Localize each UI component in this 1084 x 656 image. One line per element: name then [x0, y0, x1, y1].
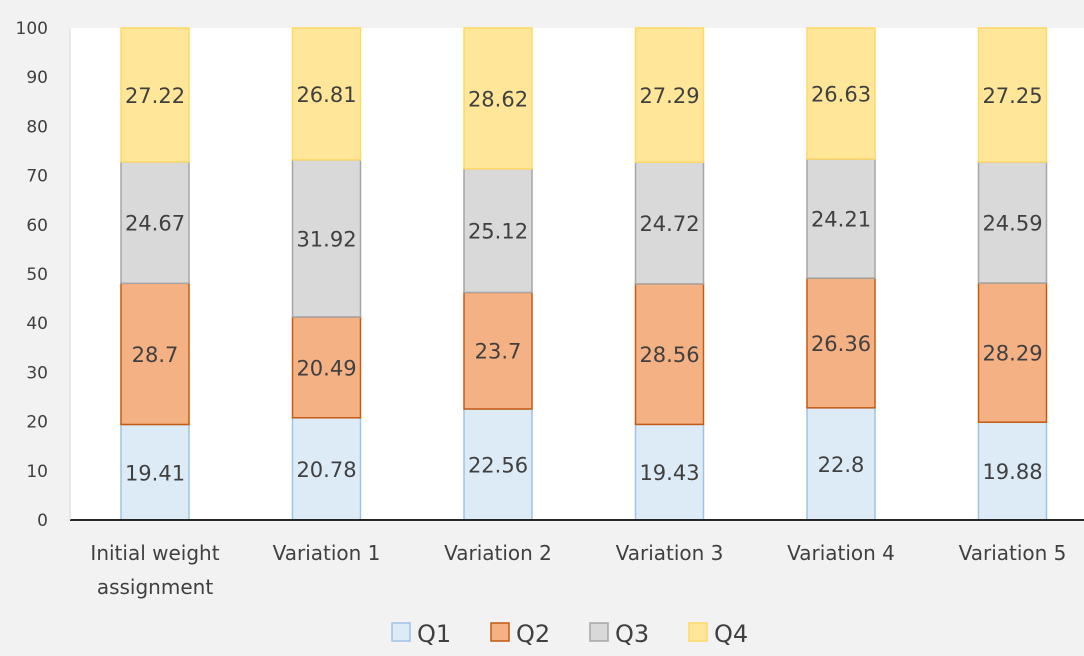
bar-segment-q4 [806, 27, 876, 160]
bar-segment-q2 [291, 316, 362, 419]
y-tick-label: 90 [26, 68, 48, 88]
x-tick-label: Variation 2 [444, 541, 552, 565]
data-label: 28.62 [468, 87, 528, 111]
legend-label-q3: Q3 [615, 620, 649, 648]
data-label: 25.12 [468, 220, 528, 244]
data-label: 27.25 [982, 84, 1042, 108]
data-label: 20.78 [296, 458, 356, 482]
data-label: 23.7 [475, 340, 522, 364]
data-label: 22.56 [468, 454, 528, 478]
legend-label-q1: Q1 [417, 620, 451, 648]
data-label: 28.29 [982, 342, 1042, 366]
bar-segment-q3 [463, 168, 533, 294]
x-tick-label: Variation 3 [616, 541, 724, 565]
legend-label-q2: Q2 [516, 620, 550, 648]
data-label: 19.43 [639, 461, 699, 485]
y-tick-label: 30 [26, 363, 48, 383]
data-label: 20.49 [296, 356, 356, 380]
bar-segment-q4 [463, 27, 533, 170]
legend-swatch-q2 [490, 622, 510, 642]
y-tick-label: 0 [37, 511, 48, 531]
x-tick-label: Variation 1 [273, 541, 381, 565]
bar-segment-q4 [120, 27, 190, 163]
data-label: 27.22 [125, 84, 185, 108]
y-axis: 0 10 20 30 40 50 60 70 80 90 100 [16, 19, 48, 531]
data-label: 26.36 [811, 332, 871, 356]
y-tick-label: 10 [26, 462, 48, 482]
y-tick-label: 100 [16, 19, 48, 39]
data-label: 26.63 [811, 83, 871, 107]
bar-segment-q3 [291, 159, 362, 318]
data-label: 26.81 [296, 83, 356, 107]
legend: Q1 Q2 Q3 Q4 [391, 620, 748, 648]
y-tick-label: 70 [26, 167, 48, 187]
x-axis: Initial weight assignment Variation 1 Varia… [69, 28, 1084, 599]
bar-segment-q4 [634, 27, 705, 164]
x-tick-label: Initial weight assignment [90, 541, 219, 599]
y-tick-label: 40 [26, 314, 48, 334]
data-label: 24.72 [639, 212, 699, 236]
bar-segment-q1 [120, 423, 190, 521]
y-tick-label: 50 [26, 265, 48, 285]
data-label: 24.59 [982, 212, 1042, 236]
data-labels: 19.41 28.7 24.67 27.22 20.78 20.49 31.92 26.81 2… [125, 83, 1043, 486]
data-label: 19.41 [125, 461, 185, 485]
x-tick-label: Variation 4 [787, 541, 895, 565]
y-tick-label: 80 [26, 117, 48, 137]
y-tick-label: 20 [26, 413, 48, 433]
legend-swatch-q4 [688, 622, 708, 642]
bar-segment-q2 [463, 291, 533, 410]
legend-swatch-q3 [589, 622, 609, 642]
legend-label-q4: Q4 [714, 620, 748, 648]
data-label: 24.21 [811, 208, 871, 232]
data-label: 22.8 [818, 453, 865, 477]
data-label: 28.7 [132, 343, 179, 367]
bars [120, 27, 1048, 521]
bar-segment-q4 [291, 27, 362, 161]
data-label: 31.92 [296, 227, 356, 251]
bar-segment-q2 [806, 277, 876, 409]
bar-segment-q3 [806, 158, 876, 279]
y-tick-label: 60 [26, 216, 48, 236]
data-label: 24.67 [125, 212, 185, 236]
x-tick-label: Variation 5 [959, 541, 1067, 565]
bar-segment-q2 [120, 282, 190, 426]
bar-segment-q1 [977, 421, 1048, 521]
data-label: 19.88 [982, 460, 1042, 484]
data-label: 28.56 [639, 343, 699, 367]
plot-area [70, 28, 1084, 520]
data-label: 27.29 [639, 84, 699, 108]
bar-segment-q4 [977, 27, 1048, 163]
legend-swatch-q1 [391, 622, 411, 642]
bar-segment-q1 [806, 407, 876, 521]
bar-segment-q3 [977, 161, 1048, 284]
bar-segment-q3 [634, 161, 705, 285]
